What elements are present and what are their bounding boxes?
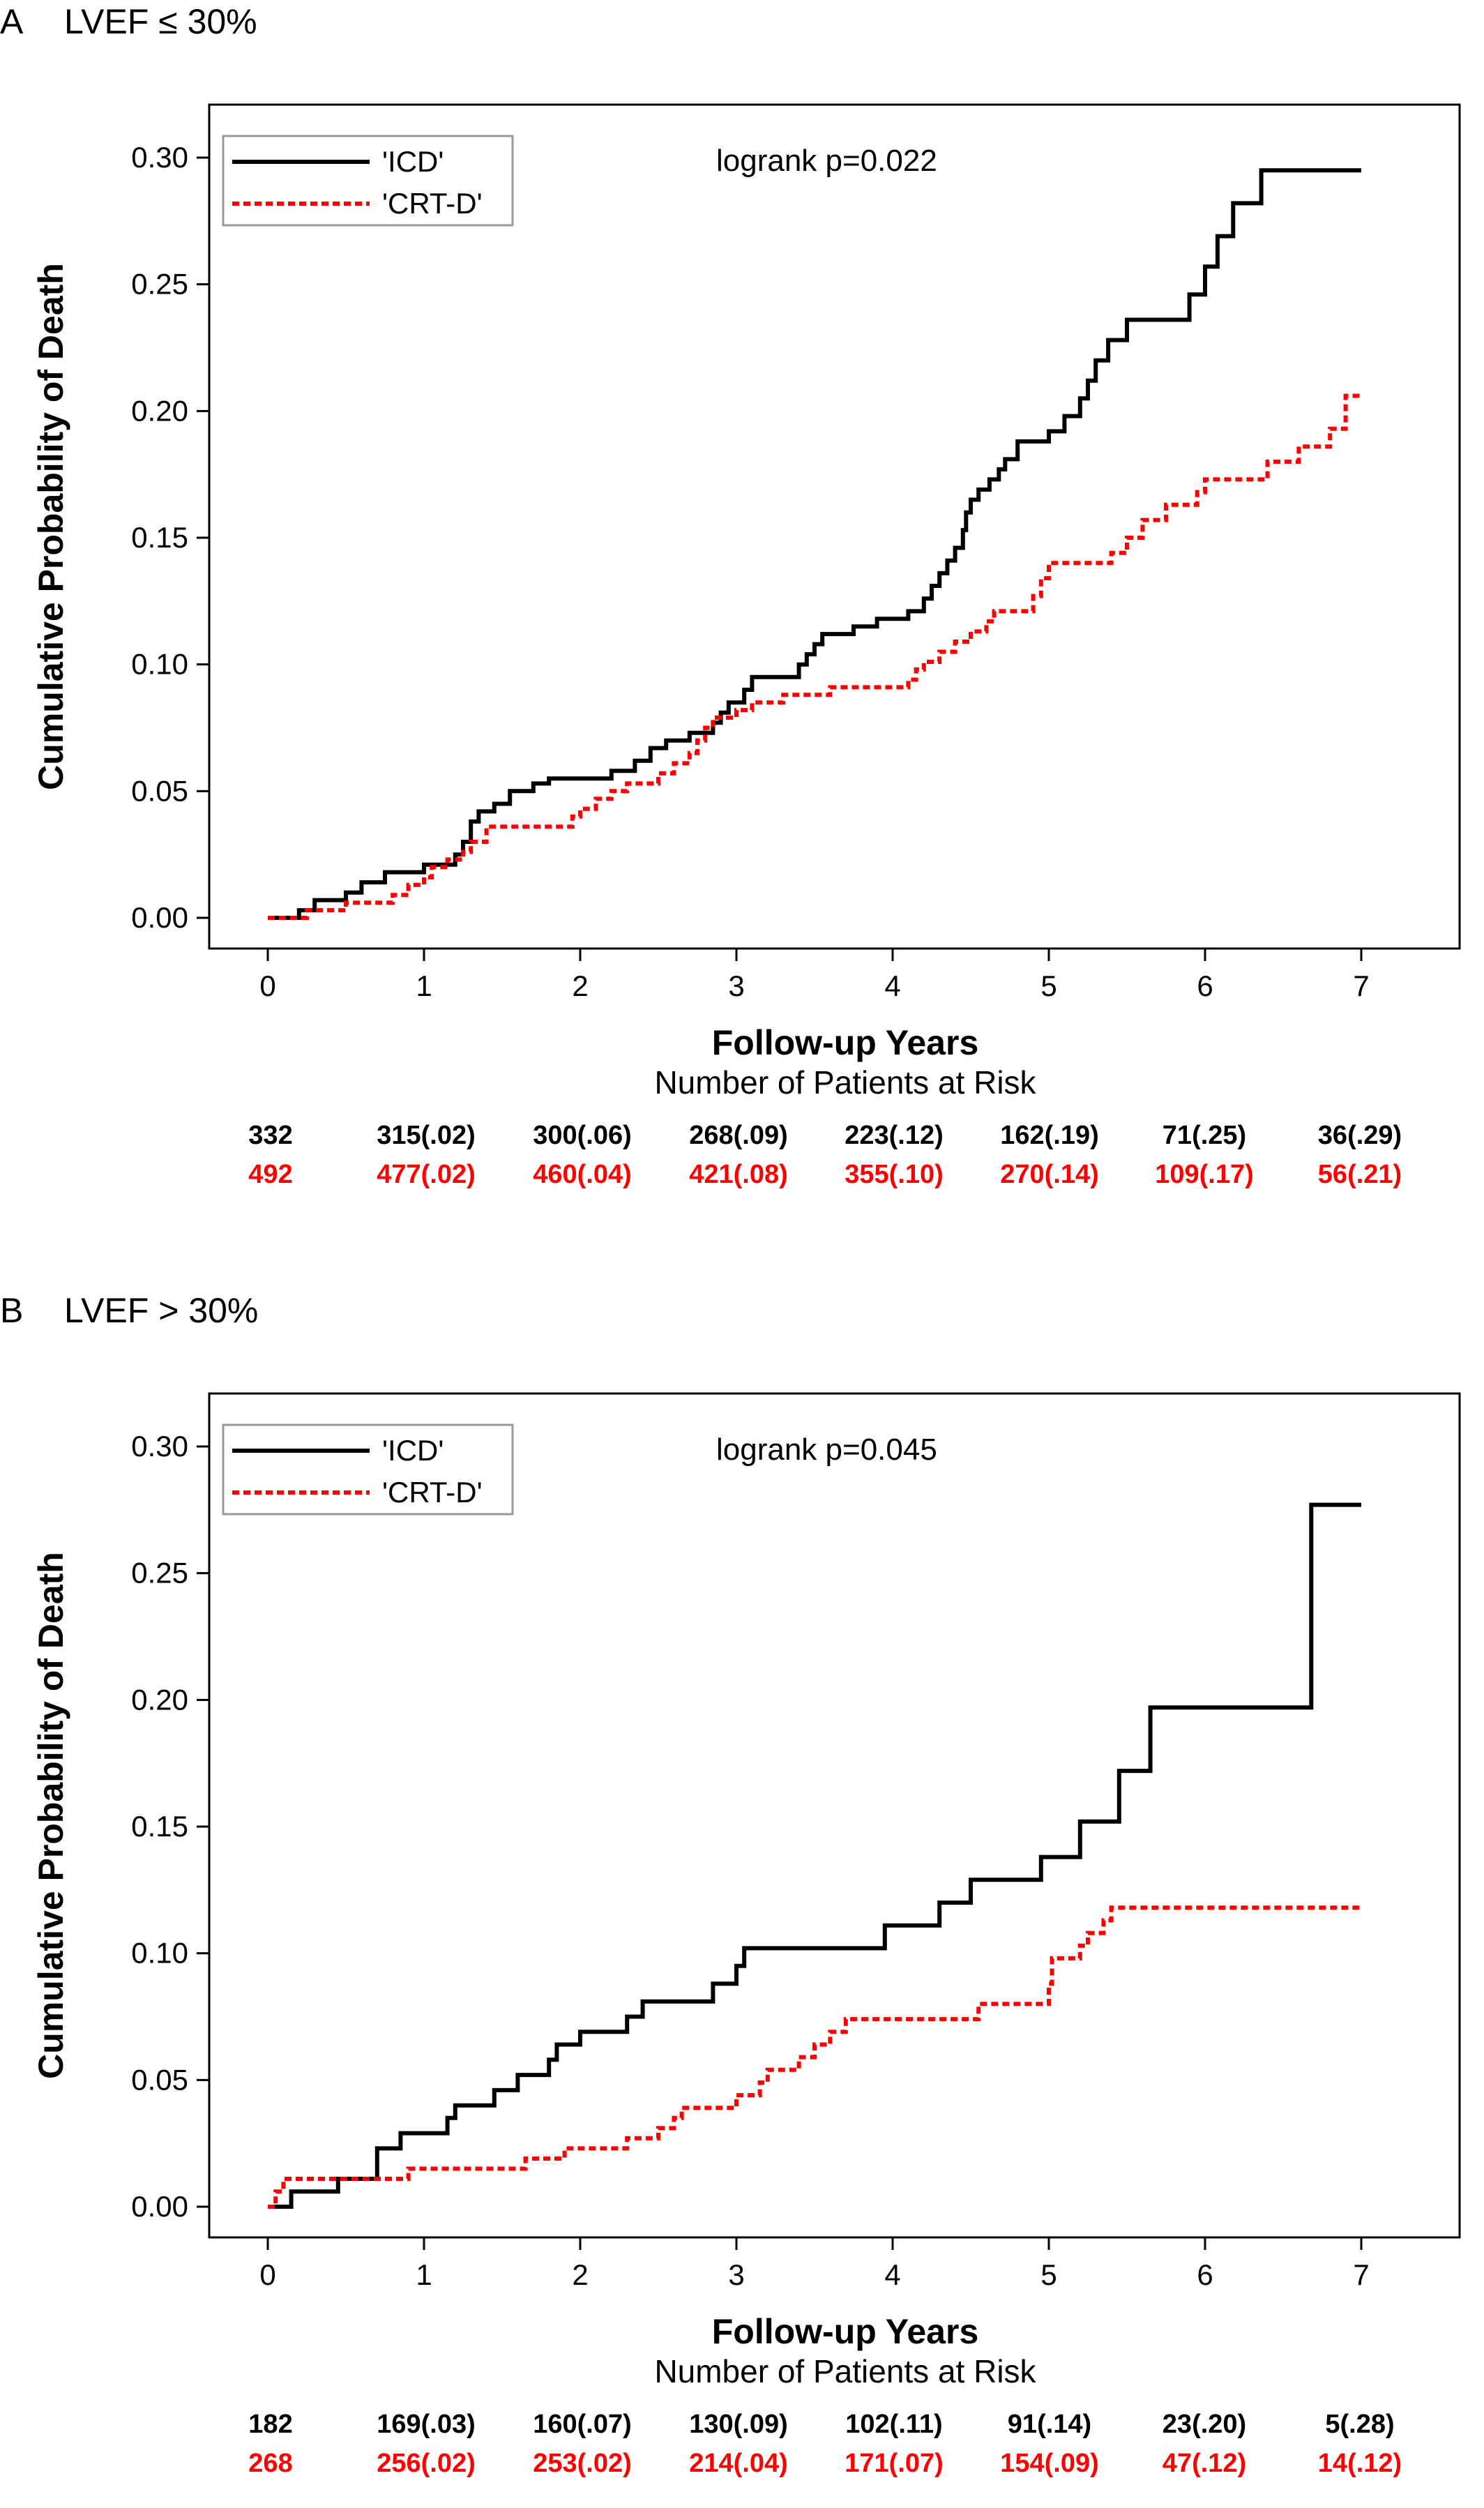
risk-cell: 5(.28) xyxy=(1325,2410,1394,2439)
x-axis-title: Follow-up Years xyxy=(712,1023,979,1062)
x-tick-label: 3 xyxy=(728,969,744,1002)
legend-label: 'CRT-D' xyxy=(382,187,483,220)
risk-cell: 214(.04) xyxy=(689,2449,788,2478)
risk-cell: 169(.03) xyxy=(377,2410,476,2439)
risk-cell: 36(.29) xyxy=(1318,1121,1402,1150)
x-axis-title: Follow-up Years xyxy=(712,2312,979,2351)
x-tick-label: 2 xyxy=(572,969,588,1002)
panel-label: A xyxy=(0,2,24,41)
panel-label: B xyxy=(0,1291,23,1330)
panel-a: A LVEF ≤ 30% 0.00 0.05 0.10 0.15 0.20 0.25 0.30 0… xyxy=(0,2,1461,1189)
y-tick-label: 0.25 xyxy=(131,268,188,301)
x-tick-label: 5 xyxy=(1040,2258,1057,2291)
panel-b: B LVEF > 30% 0.00 0.05 0.10 0.15 0.20 0.25 0.30 0… xyxy=(0,1289,1484,2508)
y-tick-label: 0.15 xyxy=(131,521,188,554)
risk-cell: 256(.02) xyxy=(377,2449,476,2478)
y-axis-title: Cumulative Probability of Death xyxy=(31,1552,70,2079)
series-line-crt-d xyxy=(268,1905,1361,2209)
x-tick-label: 4 xyxy=(884,2258,900,2291)
plot-frame xyxy=(208,1392,1461,2239)
y-tick-label: 0.20 xyxy=(131,1683,188,1716)
risk-cell: 223(.12) xyxy=(845,1121,944,1150)
x-tick-label: 5 xyxy=(1040,969,1057,1002)
risk-cell: 332 xyxy=(248,1121,292,1150)
risk-cell: 253(.02) xyxy=(533,2449,632,2478)
x-tick-label: 4 xyxy=(884,969,900,1002)
y-tick-label: 0.20 xyxy=(131,394,188,427)
risk-cell: 47(.12) xyxy=(1163,2449,1246,2478)
x-tick-label: 7 xyxy=(1353,2258,1369,2291)
risk-cell: 477(.02) xyxy=(377,1160,476,1189)
y-tick-label: 0.05 xyxy=(131,774,188,807)
x-tick-label: 0 xyxy=(259,969,275,1002)
x-tick-label: 7 xyxy=(1353,969,1369,1002)
risk-cell: 421(.08) xyxy=(689,1160,788,1189)
legend-box xyxy=(222,1423,514,1516)
risk-cell: 300(.06) xyxy=(533,1121,632,1150)
legend-box xyxy=(222,135,514,227)
risk-cell: 460(.04) xyxy=(533,1160,632,1189)
risk-cell: 14(.12) xyxy=(1318,2449,1402,2478)
logrank-annotation: logrank p=0.022 xyxy=(716,144,937,178)
risk-cell: 268(.09) xyxy=(689,1121,788,1150)
panel-title: LVEF > 30% xyxy=(64,1291,258,1330)
risk-table-title: Number of Patients at Risk xyxy=(654,2353,1036,2389)
risk-cell: 162(.19) xyxy=(1000,1121,1099,1150)
risk-cell: 23(.20) xyxy=(1163,2410,1246,2439)
risk-cell: 154(.09) xyxy=(1000,2449,1099,2478)
x-tick-label: 3 xyxy=(728,2258,744,2291)
panel-title: LVEF ≤ 30% xyxy=(64,2,257,41)
x-tick-label: 6 xyxy=(1197,2258,1213,2291)
risk-cell: 56(.21) xyxy=(1318,1160,1402,1189)
risk-cell: 160(.07) xyxy=(533,2410,632,2439)
risk-table-title: Number of Patients at Risk xyxy=(654,1064,1036,1101)
risk-cell: 130(.09) xyxy=(689,2410,788,2439)
y-tick-label: 0.10 xyxy=(131,648,188,681)
risk-cell: 355(.10) xyxy=(845,1160,944,1189)
risk-cell: 270(.14) xyxy=(1000,1160,1099,1189)
x-tick-label: 1 xyxy=(416,969,432,1002)
legend-label: 'ICD' xyxy=(382,1434,444,1467)
risk-cell: 171(.07) xyxy=(845,2449,944,2478)
x-tick-label: 1 xyxy=(416,2258,432,2291)
x-tick-label: 0 xyxy=(259,2258,275,2291)
risk-cell: 268 xyxy=(248,2449,292,2478)
risk-cell: 109(.17) xyxy=(1155,1160,1254,1189)
x-tick-label: 6 xyxy=(1197,969,1213,1002)
plot-frame xyxy=(208,103,1461,950)
risk-cell: 315(.02) xyxy=(377,1121,476,1150)
x-tick-label: 2 xyxy=(572,2258,588,2291)
legend-label: 'ICD' xyxy=(382,145,444,178)
y-tick-label: 0.25 xyxy=(131,1557,188,1589)
y-tick-label: 0.05 xyxy=(131,2063,188,2096)
y-tick-label: 0.00 xyxy=(131,901,188,934)
risk-cell: 102(.11) xyxy=(845,2410,942,2439)
risk-cell: 71(.25) xyxy=(1163,1121,1246,1150)
y-tick-label: 0.15 xyxy=(131,1810,188,1843)
y-tick-label: 0.30 xyxy=(131,1430,188,1463)
y-tick-label: 0.30 xyxy=(131,141,188,174)
series-line-icd xyxy=(268,1502,1361,2209)
km-chart-a: A LVEF ≤ 30% 0.00 0.05 0.10 0.15 0.20 0.25 0.30 0… xyxy=(0,2,1461,1189)
legend-label: 'CRT-D' xyxy=(382,1476,483,1509)
risk-cell: 91(.14) xyxy=(1008,2410,1091,2439)
y-tick-label: 0.00 xyxy=(131,2190,188,2223)
risk-cell: 182 xyxy=(248,2410,292,2439)
series-line-icd xyxy=(268,168,1361,920)
km-chart-b: B LVEF > 30% 0.00 0.05 0.10 0.15 0.20 0.25 0.30 0… xyxy=(0,1291,1461,2478)
logrank-annotation: logrank p=0.045 xyxy=(716,1433,937,1467)
y-axis-title: Cumulative Probability of Death xyxy=(31,263,70,790)
y-tick-label: 0.10 xyxy=(131,1937,188,1970)
risk-cell: 492 xyxy=(248,1160,292,1189)
series-line-crt-d xyxy=(268,393,1361,920)
